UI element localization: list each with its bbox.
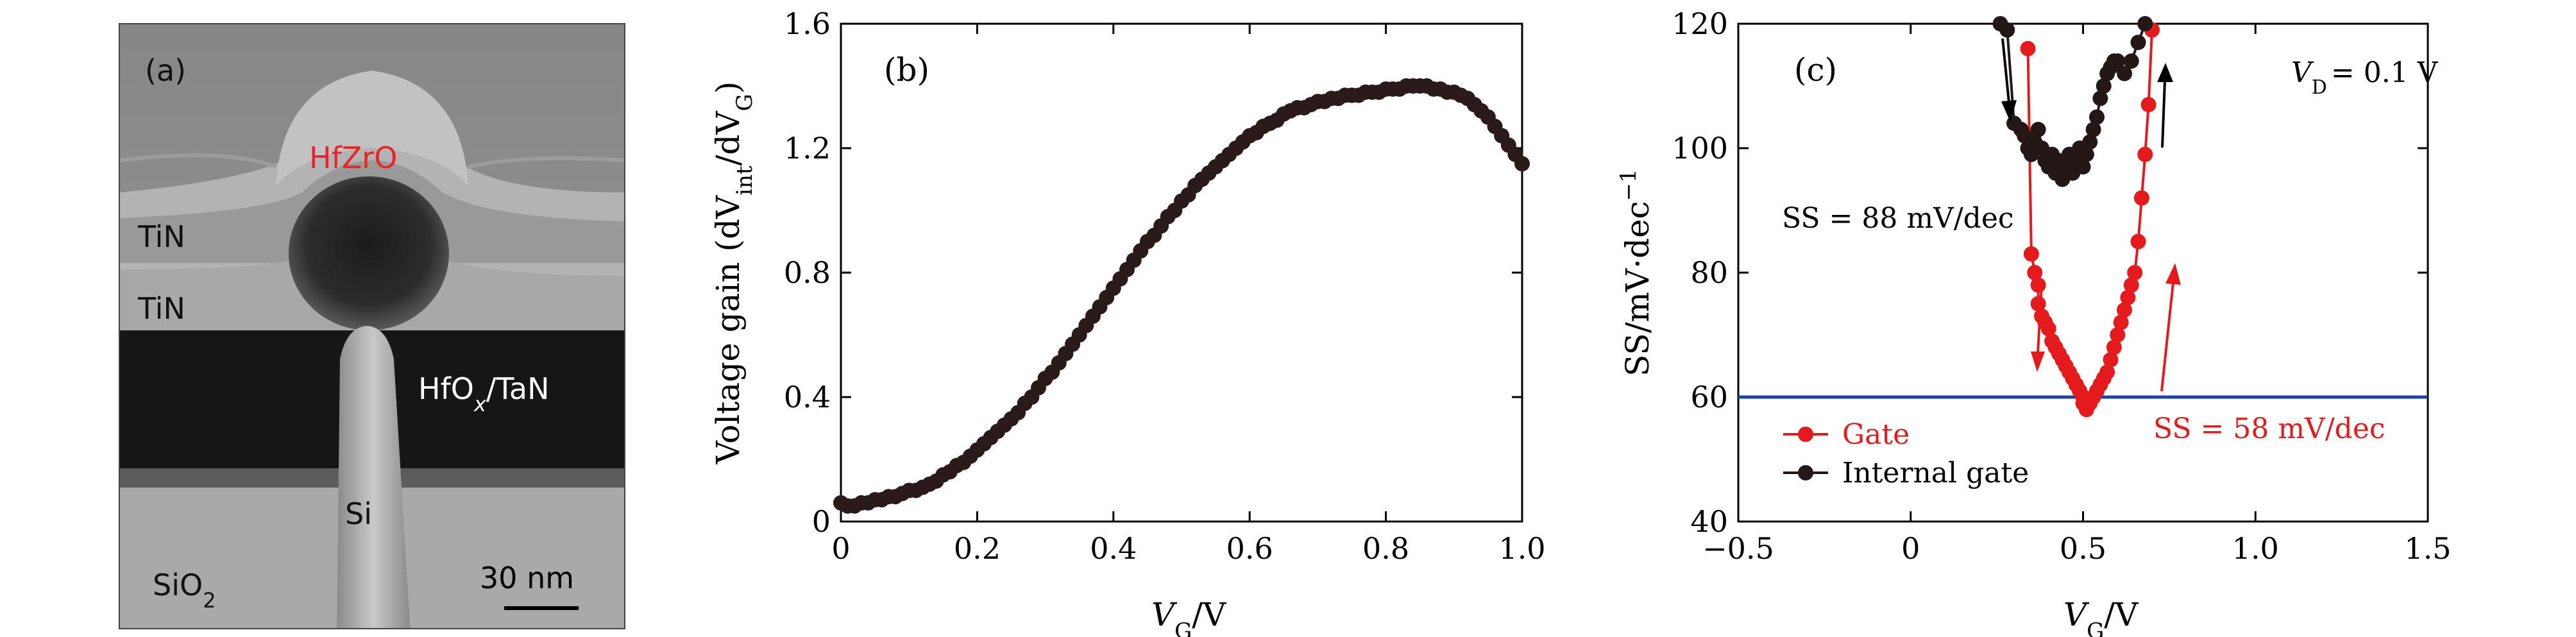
- data-point: [2023, 246, 2039, 262]
- label-hfox-tan: HfOx/TaN: [418, 371, 550, 416]
- data-point: [2089, 109, 2105, 125]
- y-tick-label: 60: [1690, 380, 1728, 414]
- y-tick-label: 0: [812, 504, 831, 539]
- panel-c-ticks: −0.5 0 0.5 1.0 1.5 40 60 80 100 120: [1672, 6, 2451, 566]
- data-point: [2027, 265, 2043, 280]
- x-tick-label: −0.5: [1702, 531, 1774, 566]
- y-tick-label: 100: [1672, 131, 1728, 166]
- data-point: [2120, 289, 2136, 305]
- x-tick-label: 0.4: [1090, 531, 1137, 566]
- x-tick-label: 0.8: [1362, 531, 1409, 566]
- hfzro-cap: [276, 71, 468, 186]
- label-hfzro: HfZrO: [309, 140, 397, 175]
- panel-b-ticks: 0 0.2 0.4 0.6 0.8 1.0 0 0.4 0.8 1.2 1.6: [784, 6, 1546, 566]
- x-tick-label: 0.2: [954, 531, 1001, 566]
- x-tick-label: 0: [831, 531, 850, 566]
- label-sio2: SiO2: [153, 568, 216, 613]
- data-point: [2040, 321, 2056, 337]
- y-tick-label: 0.8: [784, 255, 831, 290]
- data-point: [2103, 352, 2119, 368]
- panel-c-points: [1992, 16, 2160, 418]
- x-tick-label: 0.6: [1226, 531, 1273, 566]
- data-point: [2082, 134, 2098, 150]
- ss-gate-annotation: SS = 58 mV/dec: [2153, 412, 2385, 445]
- panel-c-chart: −0.5 0 0.5 1.0 1.5 40 60 80 100 120 (c) VG/V SS/m…: [1616, 6, 2452, 637]
- si-fin: [337, 326, 411, 629]
- data-point: [2092, 90, 2108, 106]
- data-point: [2127, 265, 2143, 280]
- series-line-0: [2026, 30, 2153, 412]
- data-point: [2117, 302, 2132, 318]
- panel-c-ylabel: SS/mV·dec−1: [1616, 169, 1656, 377]
- legend-label-gate: Gate: [1842, 418, 1910, 451]
- panel-c-legend: Gate Internal gate: [1783, 418, 2029, 489]
- panel-b-frame: [840, 22, 1523, 523]
- data-point: [2106, 339, 2122, 355]
- data-point: [2113, 314, 2129, 330]
- data-point: [1999, 22, 2015, 38]
- y-tick-label: 0.4: [784, 380, 831, 414]
- ss-internal-annotation: SS = 88 mV/dec: [1782, 202, 2014, 235]
- legend-marker-internal-gate: [1798, 465, 1813, 480]
- legend-marker-gate: [1798, 427, 1813, 442]
- data-point: [2137, 16, 2153, 31]
- y-tick-label: 40: [1690, 504, 1728, 539]
- x-tick-label: 0: [1901, 531, 1920, 566]
- arrow-gate-down: [2031, 285, 2045, 372]
- panel-label-c: (c): [1794, 51, 1837, 89]
- tem-image-panel: [119, 24, 625, 629]
- y-tick-label: 1.2: [784, 131, 831, 166]
- tem-frame: [119, 23, 625, 629]
- x-tick-label: 1.0: [2232, 531, 2279, 566]
- x-tick-label: 0.5: [2060, 531, 2106, 566]
- data-point: [2085, 121, 2101, 137]
- y-tick-label: 1.6: [784, 6, 831, 41]
- data-point: [2117, 65, 2132, 81]
- legend-item-gate: Gate: [1783, 418, 1910, 451]
- data-point: [2030, 121, 2046, 137]
- data-point: [2075, 159, 2091, 175]
- label-tin-top: TiN: [137, 219, 185, 254]
- data-point: [2133, 190, 2149, 206]
- data-point: [2123, 53, 2139, 69]
- data-point: [2110, 327, 2126, 343]
- label-tin-bottom: TiN: [137, 291, 185, 326]
- x-tick-label: 1.5: [2404, 531, 2451, 566]
- legend-label-internal-gate: Internal gate: [1842, 457, 2029, 489]
- y-tick-label: 80: [1690, 255, 1728, 290]
- label-si: Si: [345, 497, 372, 531]
- panel-b-points: [833, 78, 1530, 514]
- vd-annotation: VD = 0.1 V: [2291, 56, 2439, 99]
- data-point: [2130, 234, 2146, 250]
- arrow-gate-up: [2160, 263, 2181, 392]
- data-point: [2020, 40, 2036, 56]
- data-point: [2096, 78, 2112, 94]
- data-point: [2099, 364, 2115, 380]
- texture-line: [468, 156, 625, 169]
- data-point: [2030, 277, 2046, 293]
- data-point: [2130, 35, 2146, 51]
- data-point: [2123, 277, 2139, 293]
- data-point: [2078, 146, 2094, 162]
- panel-label-a: (a): [145, 53, 186, 88]
- data-point: [2110, 53, 2126, 69]
- legend-item-internal-gate: Internal gate: [1783, 457, 2029, 489]
- panel-b-ylabel: Voltage gain (dVint/dVG): [709, 81, 758, 465]
- gate-dark-region: [289, 176, 449, 330]
- data-point: [2137, 146, 2153, 162]
- x-tick-label: 1.0: [1498, 531, 1545, 566]
- panel-b-xlabel: VG/V: [1151, 596, 1226, 637]
- data-point: [2140, 97, 2157, 113]
- panel-label-b: (b): [884, 51, 929, 89]
- y-tick-label: 120: [1672, 6, 1728, 41]
- panel-b-chart: 0 0.2 0.4 0.6 0.8 1.0 0 0.4 0.8 1.2 1.6 (b) VG/V V…: [709, 6, 1546, 637]
- panel-c-xlabel: VG/V: [2063, 596, 2139, 637]
- scale-bar-label: 30 nm: [480, 561, 574, 595]
- texture-line: [119, 153, 277, 169]
- arrow-internal-up: [2157, 63, 2173, 148]
- arrow-internal-down: [2001, 38, 2017, 122]
- data-point: [1514, 156, 1530, 172]
